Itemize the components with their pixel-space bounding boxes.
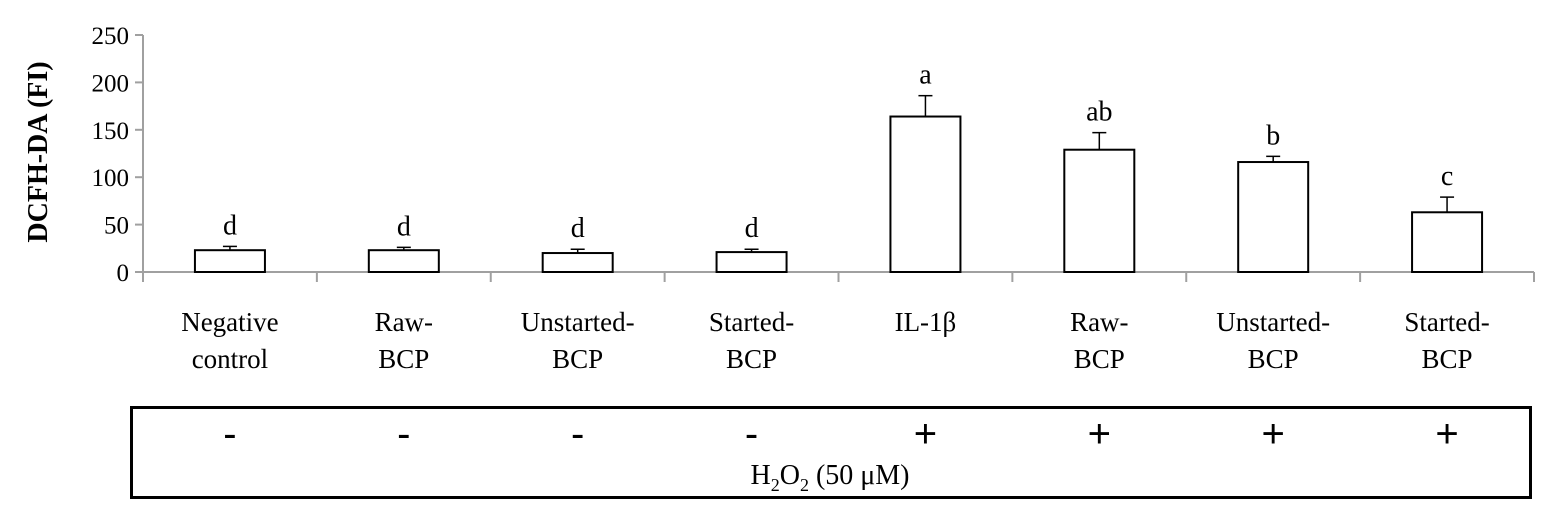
bar [1237,161,1310,273]
category-label: BCP [1422,344,1473,374]
category-label: Unstarted- [1216,307,1330,337]
bar [715,251,788,273]
treatment-sign: - [745,412,758,456]
treatment-label: H2O2 (50 μM) [750,460,909,495]
significance-label: ab [1086,97,1112,128]
treatment-sign: + [1088,412,1111,456]
category-label: Raw- [375,307,433,337]
y-tick-label: 250 [92,23,130,50]
bars: d d d d a ab b c [193,60,1484,273]
category-label: Unstarted- [521,307,635,337]
category-label: BCP [1074,344,1125,374]
significance-label: d [745,213,759,244]
y-axis: 0 50 100 150 200 250 [92,23,144,287]
category-label: BCP [726,344,777,374]
y-tick-label: 150 [92,118,130,145]
treatment-label-conc: (50 μM) [809,460,910,491]
significance-label: d [397,211,411,242]
significance-label: d [571,213,585,244]
treatment-label-o: O [780,460,800,491]
y-tick-label: 50 [104,213,129,240]
treatment-label-sub1: 2 [771,475,780,495]
y-tick-label: 200 [92,70,130,97]
bar [1411,211,1484,273]
treatment-label-h: H [750,460,770,491]
category-label: Started- [1404,307,1489,337]
bar [1063,148,1136,273]
treatment-sign: - [223,412,236,456]
category-label: BCP [552,344,603,374]
treatment-sign: - [571,412,584,456]
bar [367,249,440,273]
treatment-signs: - - - - + + + + [223,412,1458,456]
significance-label: b [1266,120,1280,151]
category-label: Started- [709,307,794,337]
bar [889,115,962,273]
category-label: Raw- [1070,307,1128,337]
significance-label: c [1441,161,1453,192]
treatment-sign: + [1262,412,1285,456]
treatment-sign: + [914,412,937,456]
category-label: control [192,344,268,374]
category-label: BCP [378,344,429,374]
category-label: BCP [1248,344,1299,374]
treatment-box [130,406,1532,499]
significance-label: d [223,210,237,241]
treatment-label-sub2: 2 [800,475,809,495]
bar [541,252,614,273]
treatment-sign: - [397,412,410,456]
category-label: Negative [181,307,278,337]
y-axis-title: DCFH-DA (FI) [23,61,54,242]
x-axis: Negative control Raw- BCP Unstarted- BCP Start… [142,271,1535,374]
treatment-sign: + [1435,412,1458,456]
y-tick-label: 0 [117,260,130,287]
significance-label: a [919,60,932,91]
category-label: IL-1β [895,307,957,337]
y-tick-label: 100 [92,165,130,192]
bar [193,249,266,273]
